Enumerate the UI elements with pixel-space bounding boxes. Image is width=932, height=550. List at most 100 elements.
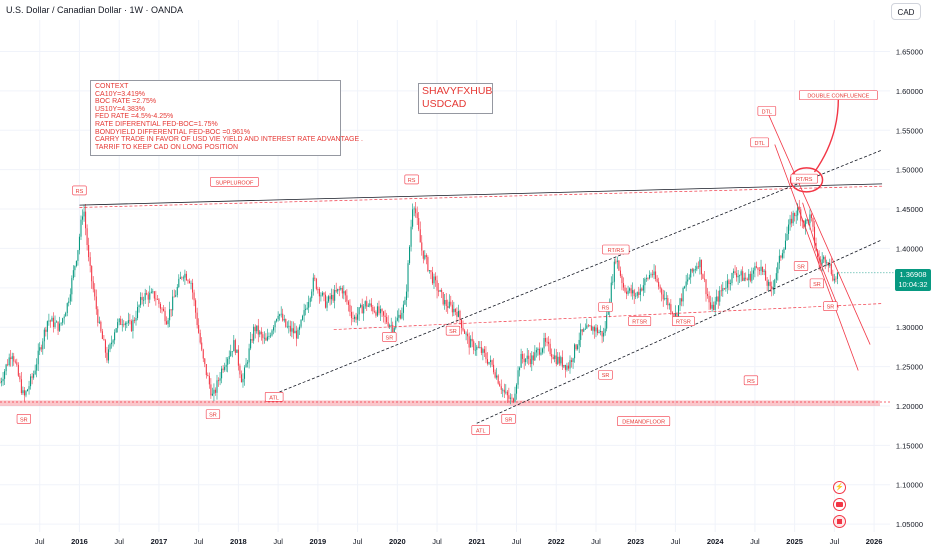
annotation-box bbox=[598, 369, 613, 380]
annotation-box bbox=[72, 185, 87, 196]
time-axis[interactable]: Jul 2016 Jul 2017 Jul 2018 Jul 2019 Jul 2020 Jul 20… bbox=[35, 537, 883, 546]
candle-body bbox=[787, 224, 790, 234]
candle-body bbox=[780, 255, 782, 258]
flag-icon[interactable] bbox=[833, 515, 846, 528]
annotation-label: SR bbox=[602, 373, 610, 379]
candle-body bbox=[150, 291, 152, 293]
time-tick-label: Jul bbox=[512, 537, 522, 546]
chart-grid bbox=[0, 20, 890, 532]
candle-body bbox=[23, 390, 25, 396]
candle-body bbox=[14, 361, 16, 363]
candle-body bbox=[622, 283, 625, 288]
candle-body bbox=[314, 277, 316, 279]
context-note-box[interactable]: CONTEXT CA10Y=3.419% BOC RATE =2.75% US1… bbox=[90, 80, 363, 156]
candle-body bbox=[726, 280, 728, 288]
candle-body bbox=[431, 272, 434, 284]
candle-body bbox=[112, 340, 114, 343]
candle-body bbox=[22, 390, 24, 394]
candle-body bbox=[373, 311, 375, 313]
candle-body bbox=[795, 215, 797, 217]
candle-body bbox=[497, 375, 499, 384]
time-tick-label: Jul bbox=[353, 537, 363, 546]
candle-body bbox=[737, 275, 739, 278]
candle-body bbox=[77, 250, 79, 261]
candle-body bbox=[635, 295, 637, 297]
candle-body bbox=[363, 306, 365, 314]
demand-floor-zone bbox=[0, 400, 880, 406]
candle-body bbox=[778, 255, 780, 264]
candle-body bbox=[633, 290, 635, 297]
candle-body bbox=[193, 292, 195, 301]
annotation-box bbox=[809, 278, 824, 289]
candle-body bbox=[601, 331, 603, 337]
context-line: TARRIF TO KEEP CAD ON LONG POSITION bbox=[95, 143, 239, 151]
candle-body bbox=[169, 309, 171, 321]
symbol-title[interactable]: U.S. Dollar / Canadian Dollar · 1W · OAN… bbox=[6, 5, 184, 15]
price-tick-label: 1.55000 bbox=[896, 126, 923, 135]
candle-body bbox=[702, 274, 704, 279]
candle-body bbox=[266, 336, 268, 341]
candle-body bbox=[551, 354, 553, 357]
candle-body bbox=[231, 351, 233, 353]
candle-body bbox=[83, 211, 85, 217]
candle-body bbox=[674, 313, 676, 316]
candle-body bbox=[743, 277, 745, 281]
candle-body bbox=[525, 358, 527, 363]
candle-body bbox=[752, 270, 754, 274]
price-tick-label: 1.60000 bbox=[896, 87, 923, 96]
candle-body bbox=[641, 288, 643, 291]
lightning-icon[interactable]: ⚡ bbox=[833, 481, 846, 494]
candle-body bbox=[396, 317, 398, 321]
candle-body bbox=[146, 293, 148, 295]
candle-body bbox=[173, 296, 175, 298]
candle-body bbox=[453, 308, 455, 313]
candle-body bbox=[477, 346, 479, 348]
candle-body bbox=[328, 296, 330, 302]
candle-body bbox=[386, 317, 388, 323]
candle-body bbox=[279, 314, 281, 316]
candle-body bbox=[120, 318, 122, 325]
candle-body bbox=[295, 330, 297, 339]
candle-body bbox=[537, 348, 539, 351]
candle-body bbox=[783, 249, 785, 254]
time-tick-label: Jul bbox=[114, 537, 124, 546]
candle-body bbox=[496, 375, 498, 378]
candle-body bbox=[395, 320, 397, 329]
price-zones bbox=[0, 400, 890, 406]
candle-body bbox=[407, 263, 409, 292]
candle-body bbox=[720, 290, 722, 292]
time-tick-label: 2018 bbox=[230, 537, 247, 546]
candle-body bbox=[256, 325, 258, 332]
candle-body bbox=[502, 389, 504, 391]
currency-button[interactable]: CAD bbox=[891, 3, 921, 20]
candle-body bbox=[54, 322, 56, 327]
candle-body bbox=[10, 357, 12, 360]
annotation-box bbox=[750, 137, 769, 148]
candle-body bbox=[538, 348, 540, 355]
candle-body bbox=[418, 218, 420, 230]
candle-body bbox=[604, 328, 606, 333]
candle-body bbox=[366, 301, 368, 307]
candle-body bbox=[222, 368, 224, 370]
candle-body bbox=[300, 319, 302, 327]
last-price-label: 1.36908 10:04:32 bbox=[895, 269, 931, 291]
confluence-arrow bbox=[813, 98, 840, 173]
candle-body bbox=[263, 337, 265, 339]
candle-body bbox=[427, 257, 429, 271]
supply-roof-line bbox=[79, 183, 883, 206]
candle-body bbox=[198, 325, 200, 333]
candle-body bbox=[664, 298, 666, 300]
candle-body bbox=[618, 260, 620, 271]
price-tick-label: 1.25000 bbox=[896, 363, 923, 372]
candle-body bbox=[80, 219, 82, 237]
candle-body bbox=[810, 214, 812, 218]
candle-body bbox=[367, 305, 369, 307]
candle-body bbox=[835, 278, 837, 280]
candle-body bbox=[451, 304, 453, 313]
branding-box[interactable]: SHAVYFXHUB USDCAD bbox=[418, 83, 493, 114]
candle-body bbox=[291, 328, 293, 332]
context-line: FED RATE =4.5%-4.25% bbox=[95, 113, 174, 121]
candle-body bbox=[493, 364, 495, 373]
earnings-icon[interactable] bbox=[833, 498, 846, 511]
